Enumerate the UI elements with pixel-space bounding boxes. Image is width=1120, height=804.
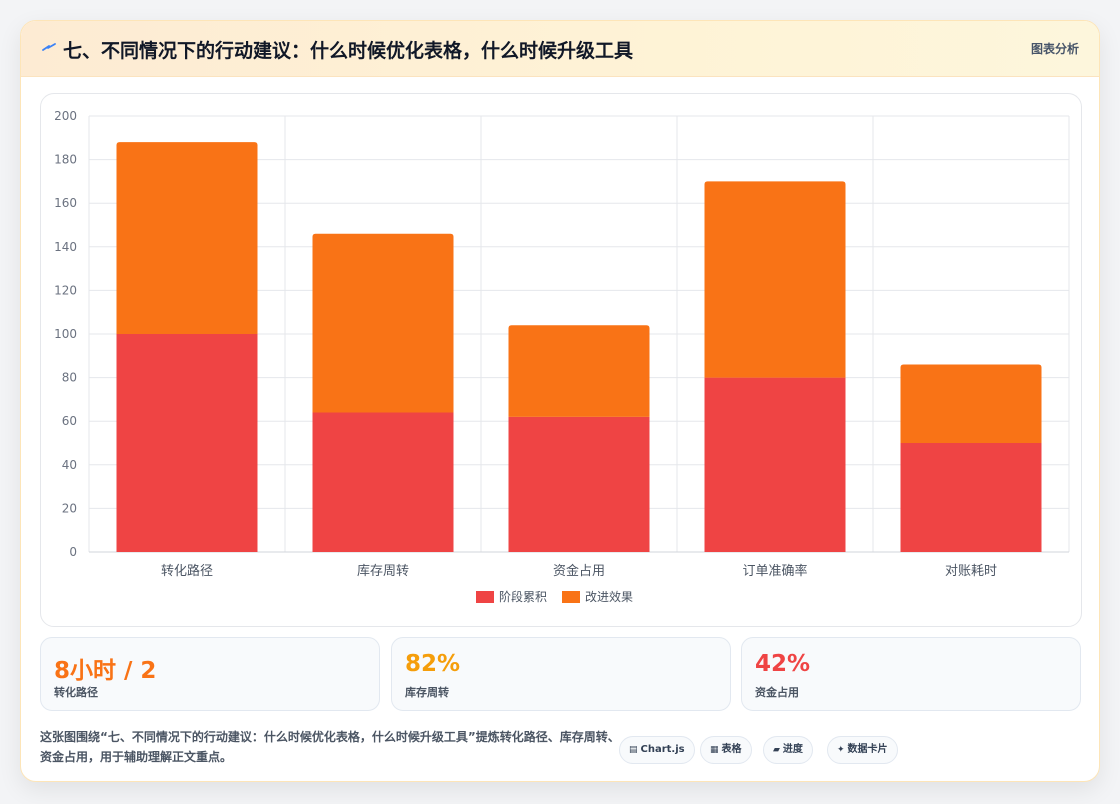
chip-table[interactable]: ▦ 表格: [700, 736, 752, 764]
legend-label: 改进效果: [585, 589, 633, 604]
bar-segment: [508, 325, 650, 417]
stat-card-capital: 42% 资金占用: [741, 637, 1081, 711]
sparkle-icon: ✦: [837, 745, 845, 755]
bar-segment: [704, 181, 846, 378]
chart-icon: ▤: [629, 745, 638, 755]
stat-card-conversion: 8小时 / 2 转化路径: [40, 637, 380, 711]
stat-value: 82%: [405, 651, 461, 677]
chart-analysis-tag: 图表分析: [1030, 42, 1079, 56]
chip-label: 数据卡片: [847, 744, 888, 755]
y-tick-label: 140: [54, 240, 77, 254]
legend-swatch: [562, 591, 580, 603]
y-tick-label: 20: [62, 501, 77, 515]
chip-data-card[interactable]: ✦ 数据卡片: [827, 736, 898, 764]
y-tick-label: 160: [54, 196, 77, 210]
table-icon: ▦: [710, 745, 719, 755]
chip-chartjs[interactable]: ▤ Chart.js: [619, 736, 695, 764]
bar-segment: [508, 416, 650, 552]
chart-caption: 这张图围绕“七、不同情况下的行动建议：什么时候优化表格，什么时候升级工具”提炼转…: [40, 730, 620, 764]
x-tick-label: 转化路径: [161, 563, 213, 579]
stat-label: 转化路径: [54, 686, 98, 699]
chart-card: 七、不同情况下的行动建议：什么时候优化表格，什么时候升级工具 图表分析 0 20 4…: [20, 20, 1100, 782]
legend-swatch: [476, 591, 494, 603]
y-tick-label: 200: [54, 109, 77, 123]
chip-progress[interactable]: ▰ 进度: [763, 736, 813, 764]
y-tick-label: 120: [54, 283, 77, 297]
legend-label: 阶段累积: [499, 589, 547, 604]
stacked-bar-chart: 0 20 40 60 80 100 120 140 160 180 200 转化路径 库存周转 资金占用 订…: [54, 109, 1070, 604]
chip-label: 表格: [721, 744, 742, 755]
y-tick-label: 40: [62, 458, 77, 472]
bar-segment: [116, 142, 258, 334]
y-tick-label: 100: [54, 327, 77, 341]
bar-segment: [900, 364, 1042, 443]
chip-label: Chart.js: [640, 744, 685, 755]
x-tick-label: 对账耗时: [945, 564, 997, 579]
bar-segment: [312, 412, 454, 552]
bar-segment: [312, 233, 454, 413]
y-tick-label: 0: [69, 545, 77, 559]
card-header: 七、不同情况下的行动建议：什么时候优化表格，什么时候升级工具 图表分析: [21, 21, 1099, 77]
x-tick-label: 订单准确率: [742, 563, 807, 579]
stat-card-inventory: 82% 库存周转: [391, 637, 731, 711]
y-tick-label: 60: [62, 414, 77, 428]
y-tick-label: 180: [54, 153, 77, 167]
bar-segment: [704, 377, 846, 552]
y-tick-label: 80: [62, 371, 77, 385]
stat-value: 42%: [755, 651, 811, 677]
progress-icon: ▰: [773, 745, 780, 755]
bar-segment: [116, 334, 258, 552]
x-tick-label: 库存周转: [357, 563, 409, 579]
bar-segment: [900, 443, 1042, 552]
page-title: 七、不同情况下的行动建议：什么时候优化表格，什么时候升级工具: [63, 40, 634, 62]
stat-label: 库存周转: [405, 686, 449, 699]
chip-label: 进度: [782, 744, 803, 755]
chart-container: 0 20 40 60 80 100 120 140 160 180 200 转化路径 库存周转 资金占用 订…: [40, 93, 1082, 627]
stat-label: 资金占用: [755, 686, 799, 699]
stat-value: 8小时 / 2: [54, 658, 157, 684]
lightning-icon: [42, 43, 56, 51]
x-tick-label: 资金占用: [553, 563, 605, 579]
